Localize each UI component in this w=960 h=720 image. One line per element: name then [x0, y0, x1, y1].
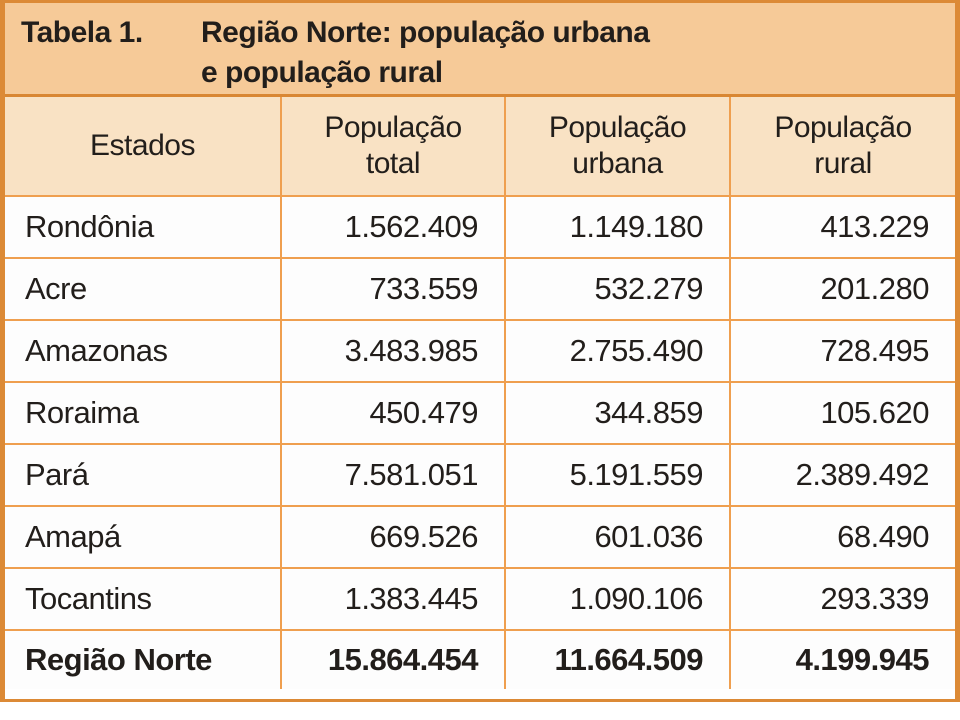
table-number-label: Tabela 1. — [21, 16, 143, 49]
state-name: Tocantins — [5, 569, 282, 631]
population-urbana-value: 601.036 — [506, 507, 731, 569]
region-total-populacao-total: 15.864.454 — [282, 631, 506, 689]
state-name: Rondônia — [5, 197, 282, 259]
population-rural-value: 201.280 — [731, 259, 955, 321]
column-header-populacao-total: População total — [282, 97, 506, 197]
population-rural-value: 2.389.492 — [731, 445, 955, 507]
population-rural-value: 413.229 — [731, 197, 955, 259]
region-total-label: Região Norte — [5, 631, 282, 689]
state-name: Amazonas — [5, 321, 282, 383]
state-name: Amapá — [5, 507, 282, 569]
table-title-line2: e população rural — [201, 56, 443, 89]
population-rural-value: 293.339 — [731, 569, 955, 631]
column-header-estados: Estados — [5, 97, 282, 197]
state-name: Acre — [5, 259, 282, 321]
population-urbana-value: 5.191.559 — [506, 445, 731, 507]
state-name: Pará — [5, 445, 282, 507]
population-urbana-value: 344.859 — [506, 383, 731, 445]
population-rural-value: 105.620 — [731, 383, 955, 445]
population-total-value: 1.562.409 — [282, 197, 506, 259]
population-total-value: 1.383.445 — [282, 569, 506, 631]
population-rural-value: 728.495 — [731, 321, 955, 383]
population-total-value: 7.581.051 — [282, 445, 506, 507]
population-table: Estados População total População urbana… — [5, 97, 955, 689]
state-name: Roraima — [5, 383, 282, 445]
population-total-value: 733.559 — [282, 259, 506, 321]
table-title: Região Norte: população urbana e populaçã… — [201, 13, 650, 93]
region-total-populacao-urbana: 11.664.509 — [506, 631, 731, 689]
population-total-value: 3.483.985 — [282, 321, 506, 383]
population-urbana-value: 2.755.490 — [506, 321, 731, 383]
population-urbana-value: 1.090.106 — [506, 569, 731, 631]
table-title-line1: Região Norte: população urbana — [201, 16, 650, 49]
table-title-bar: Tabela 1. Região Norte: população urbana… — [5, 3, 955, 97]
region-total-populacao-rural: 4.199.945 — [731, 631, 955, 689]
column-header-populacao-urbana: População urbana — [506, 97, 731, 197]
table-card: Tabela 1. Região Norte: população urbana… — [0, 0, 960, 702]
population-urbana-value: 1.149.180 — [506, 197, 731, 259]
column-header-populacao-rural: População rural — [731, 97, 955, 197]
population-total-value: 669.526 — [282, 507, 506, 569]
population-rural-value: 68.490 — [731, 507, 955, 569]
population-urbana-value: 532.279 — [506, 259, 731, 321]
population-total-value: 450.479 — [282, 383, 506, 445]
